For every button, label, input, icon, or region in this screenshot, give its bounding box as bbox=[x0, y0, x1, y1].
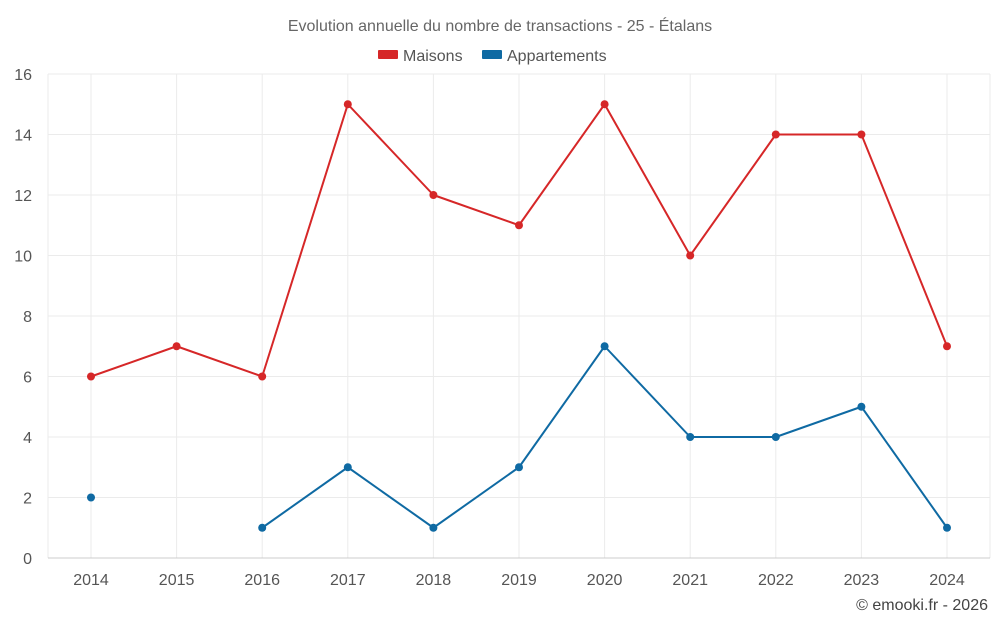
legend-label-maisons[interactable]: Maisons bbox=[403, 48, 463, 65]
chart-title: Evolution annuelle du nombre de transact… bbox=[288, 16, 712, 35]
data-point-appartements[interactable] bbox=[600, 342, 609, 351]
legend-label-appartements[interactable]: Appartements bbox=[507, 48, 607, 65]
x-tick-label: 2016 bbox=[244, 572, 280, 589]
data-point-maisons[interactable] bbox=[857, 130, 866, 139]
data-point-maisons[interactable] bbox=[686, 251, 695, 260]
grid bbox=[47, 73, 991, 559]
x-tick-label: 2018 bbox=[416, 572, 452, 589]
data-point-maisons[interactable] bbox=[429, 191, 438, 199]
legend: Maisons Appartements bbox=[378, 48, 607, 65]
x-tick-label: 2015 bbox=[159, 572, 195, 589]
legend-swatch-maisons bbox=[378, 50, 398, 59]
data-point-appartements[interactable] bbox=[87, 493, 95, 502]
x-tick-label: 2017 bbox=[330, 572, 366, 589]
y-tick-label: 16 bbox=[14, 67, 32, 84]
data-point-appartements[interactable] bbox=[258, 523, 267, 532]
credit-text: © emooki.fr - 2026 bbox=[856, 597, 988, 614]
x-tick-label: 2014 bbox=[73, 572, 109, 589]
data-point-maisons[interactable] bbox=[600, 100, 609, 109]
legend-swatch-appartements bbox=[482, 50, 502, 59]
data-point-appartements[interactable] bbox=[686, 433, 695, 441]
data-point-appartements[interactable] bbox=[943, 523, 951, 532]
data-point-maisons[interactable] bbox=[258, 372, 267, 381]
data-point-maisons[interactable] bbox=[87, 372, 95, 381]
y-tick-label: 8 bbox=[23, 309, 32, 326]
data-point-maisons[interactable] bbox=[172, 342, 181, 351]
y-axis: 0 2 4 6 8 10 12 14 16 bbox=[14, 67, 32, 568]
y-tick-label: 10 bbox=[14, 249, 32, 266]
data-point-appartements[interactable] bbox=[343, 463, 352, 472]
data-point-appartements[interactable] bbox=[429, 523, 438, 532]
x-tick-label: 2022 bbox=[758, 572, 794, 589]
data-point-appartements[interactable] bbox=[515, 463, 523, 472]
x-tick-label: 2021 bbox=[672, 572, 708, 589]
x-tick-label: 2020 bbox=[587, 572, 623, 589]
x-tick-label: 2019 bbox=[501, 572, 537, 589]
x-tick-label: 2024 bbox=[929, 572, 965, 589]
y-tick-label: 4 bbox=[23, 430, 32, 447]
data-point-maisons[interactable] bbox=[771, 130, 780, 139]
series bbox=[87, 100, 951, 532]
y-tick-label: 2 bbox=[23, 491, 32, 508]
data-point-appartements[interactable] bbox=[771, 433, 780, 441]
y-tick-label: 12 bbox=[14, 188, 32, 205]
data-point-maisons[interactable] bbox=[343, 100, 352, 109]
y-tick-label: 6 bbox=[23, 370, 32, 387]
x-axis: 2014 2015 2016 2017 2018 2019 2020 2021 2022 2023… bbox=[73, 572, 965, 589]
data-point-maisons[interactable] bbox=[943, 342, 951, 351]
x-tick-label: 2023 bbox=[844, 572, 880, 589]
data-point-appartements[interactable] bbox=[857, 402, 866, 411]
y-tick-label: 0 bbox=[23, 551, 32, 568]
data-point-maisons[interactable] bbox=[515, 221, 523, 230]
y-tick-label: 14 bbox=[14, 128, 32, 145]
